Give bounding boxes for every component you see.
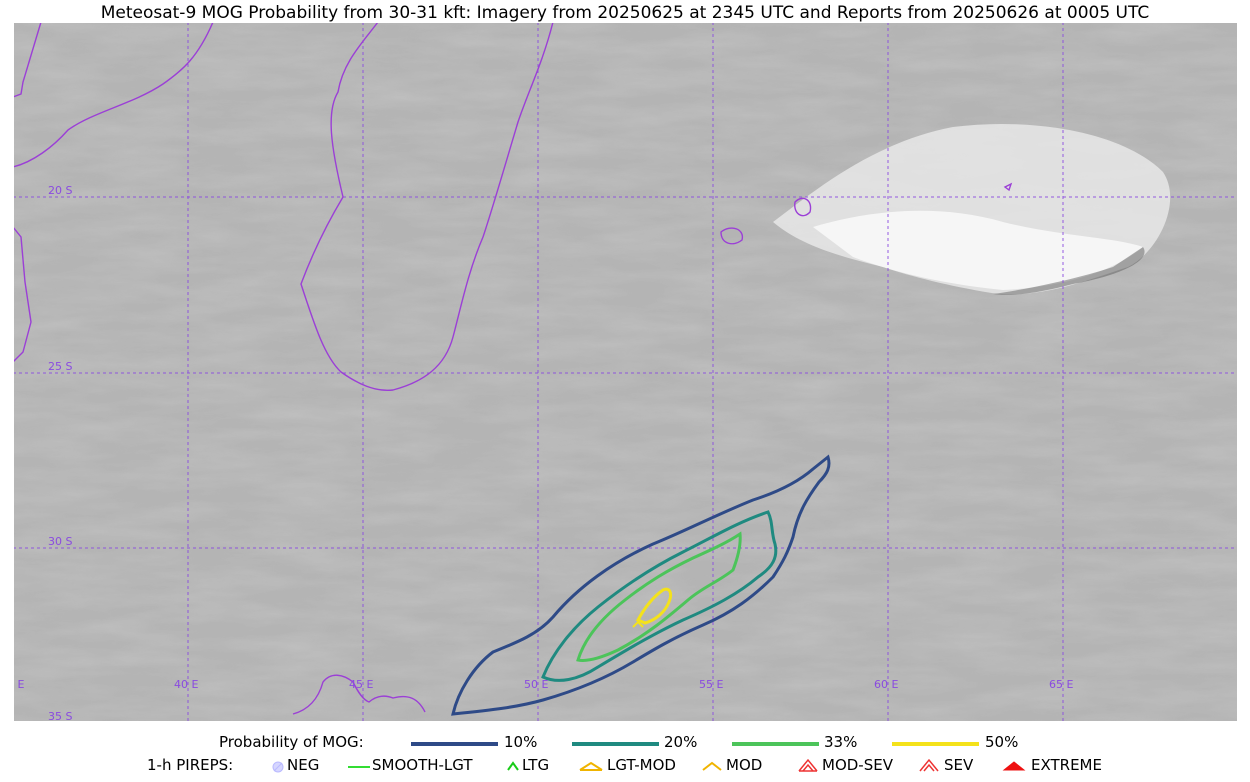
lon-label-60e: 60 E [874,678,898,691]
contour-20pct [541,510,778,682]
coast-madagascar [300,22,554,391]
satellite-map: 20 S 25 S 30 S 35 S 35 E 40 E 45 E 50 E … [13,22,1238,722]
cloud-core [813,210,1143,290]
mod-sev-chevron-icon [798,758,818,772]
contour-33pct [576,531,742,662]
pirep-smooth-lgt-label: SMOOTH-LGT [372,756,473,774]
lon-label-40e: 40 E [174,678,198,691]
smooth-lgt-line-icon [348,766,370,768]
contour-50pct [635,587,673,625]
ltg-chevron-icon [507,761,519,771]
pirep-sev-label: SEV [944,756,974,774]
lon-label-50e: 50 E [524,678,548,691]
coast-africa-north-tip [13,22,42,98]
pirep-marker [632,620,644,628]
probability-legend-label: Probability of MOG: [219,733,364,751]
legend-20pct-swatch [572,742,659,746]
pireps-legend-label: 1-h PIREPS: [147,756,234,774]
mog-contours [451,454,831,716]
lgt-mod-chevron-icon [579,761,603,771]
lat-label-35s: 35 S [48,710,72,722]
neg-icon [272,761,284,773]
legend-50pct-swatch [892,742,979,746]
map-title: Meteosat-9 MOG Probability from 30-31 kf… [100,3,1150,23]
pirep-mod-sev-label: MOD-SEV [822,756,893,774]
lon-label-35e: 35 E [13,678,24,691]
extreme-chevron-icon [1002,761,1026,771]
coast-africa-south [13,226,32,363]
contour-10pct [451,454,831,716]
legend-33pct-swatch [732,742,819,746]
gridlines [13,22,1238,722]
coastlines [13,22,1013,715]
map-frame [13,22,1238,722]
coast-reunion [720,227,744,245]
lat-label-20s: 20 S [48,184,72,197]
pirep-mod-label: MOD [726,756,763,774]
imagery-texture [13,22,1238,722]
lon-label-45e: 45 E [349,678,373,691]
legend-33pct-label: 33% [824,733,858,751]
legend-10pct-label: 10% [504,733,538,751]
pirep-neg-label: NEG [287,756,320,774]
coast-africa-north [13,22,214,168]
coast-rodrigues [1003,182,1013,192]
coast-south-islands [292,674,426,715]
probability-legend: Probability of MOG: 10% 20% 33% 50% [0,733,1250,753]
pirep-lgt-mod-label: LGT-MOD [607,756,676,774]
legend-10pct-swatch [411,742,498,746]
sev-chevron-icon [919,758,939,772]
pireps-legend: 1-h PIREPS: NEG SMOOTH-LGT LTG LGT-MOD M… [0,756,1250,776]
lon-label-55e: 55 E [699,678,723,691]
mod-chevron-icon [702,761,722,771]
lat-label-25s: 25 S [48,360,72,373]
coast-mauritius [794,197,812,217]
pirep-ltg-label: LTG [522,756,550,774]
pirep-extreme-label: EXTREME [1031,756,1102,774]
lon-label-65e: 65 E [1049,678,1073,691]
cloud-shadow [993,247,1145,295]
legend-20pct-label: 20% [664,733,698,751]
lat-label-30s: 30 S [48,535,72,548]
legend-50pct-label: 50% [985,733,1019,751]
